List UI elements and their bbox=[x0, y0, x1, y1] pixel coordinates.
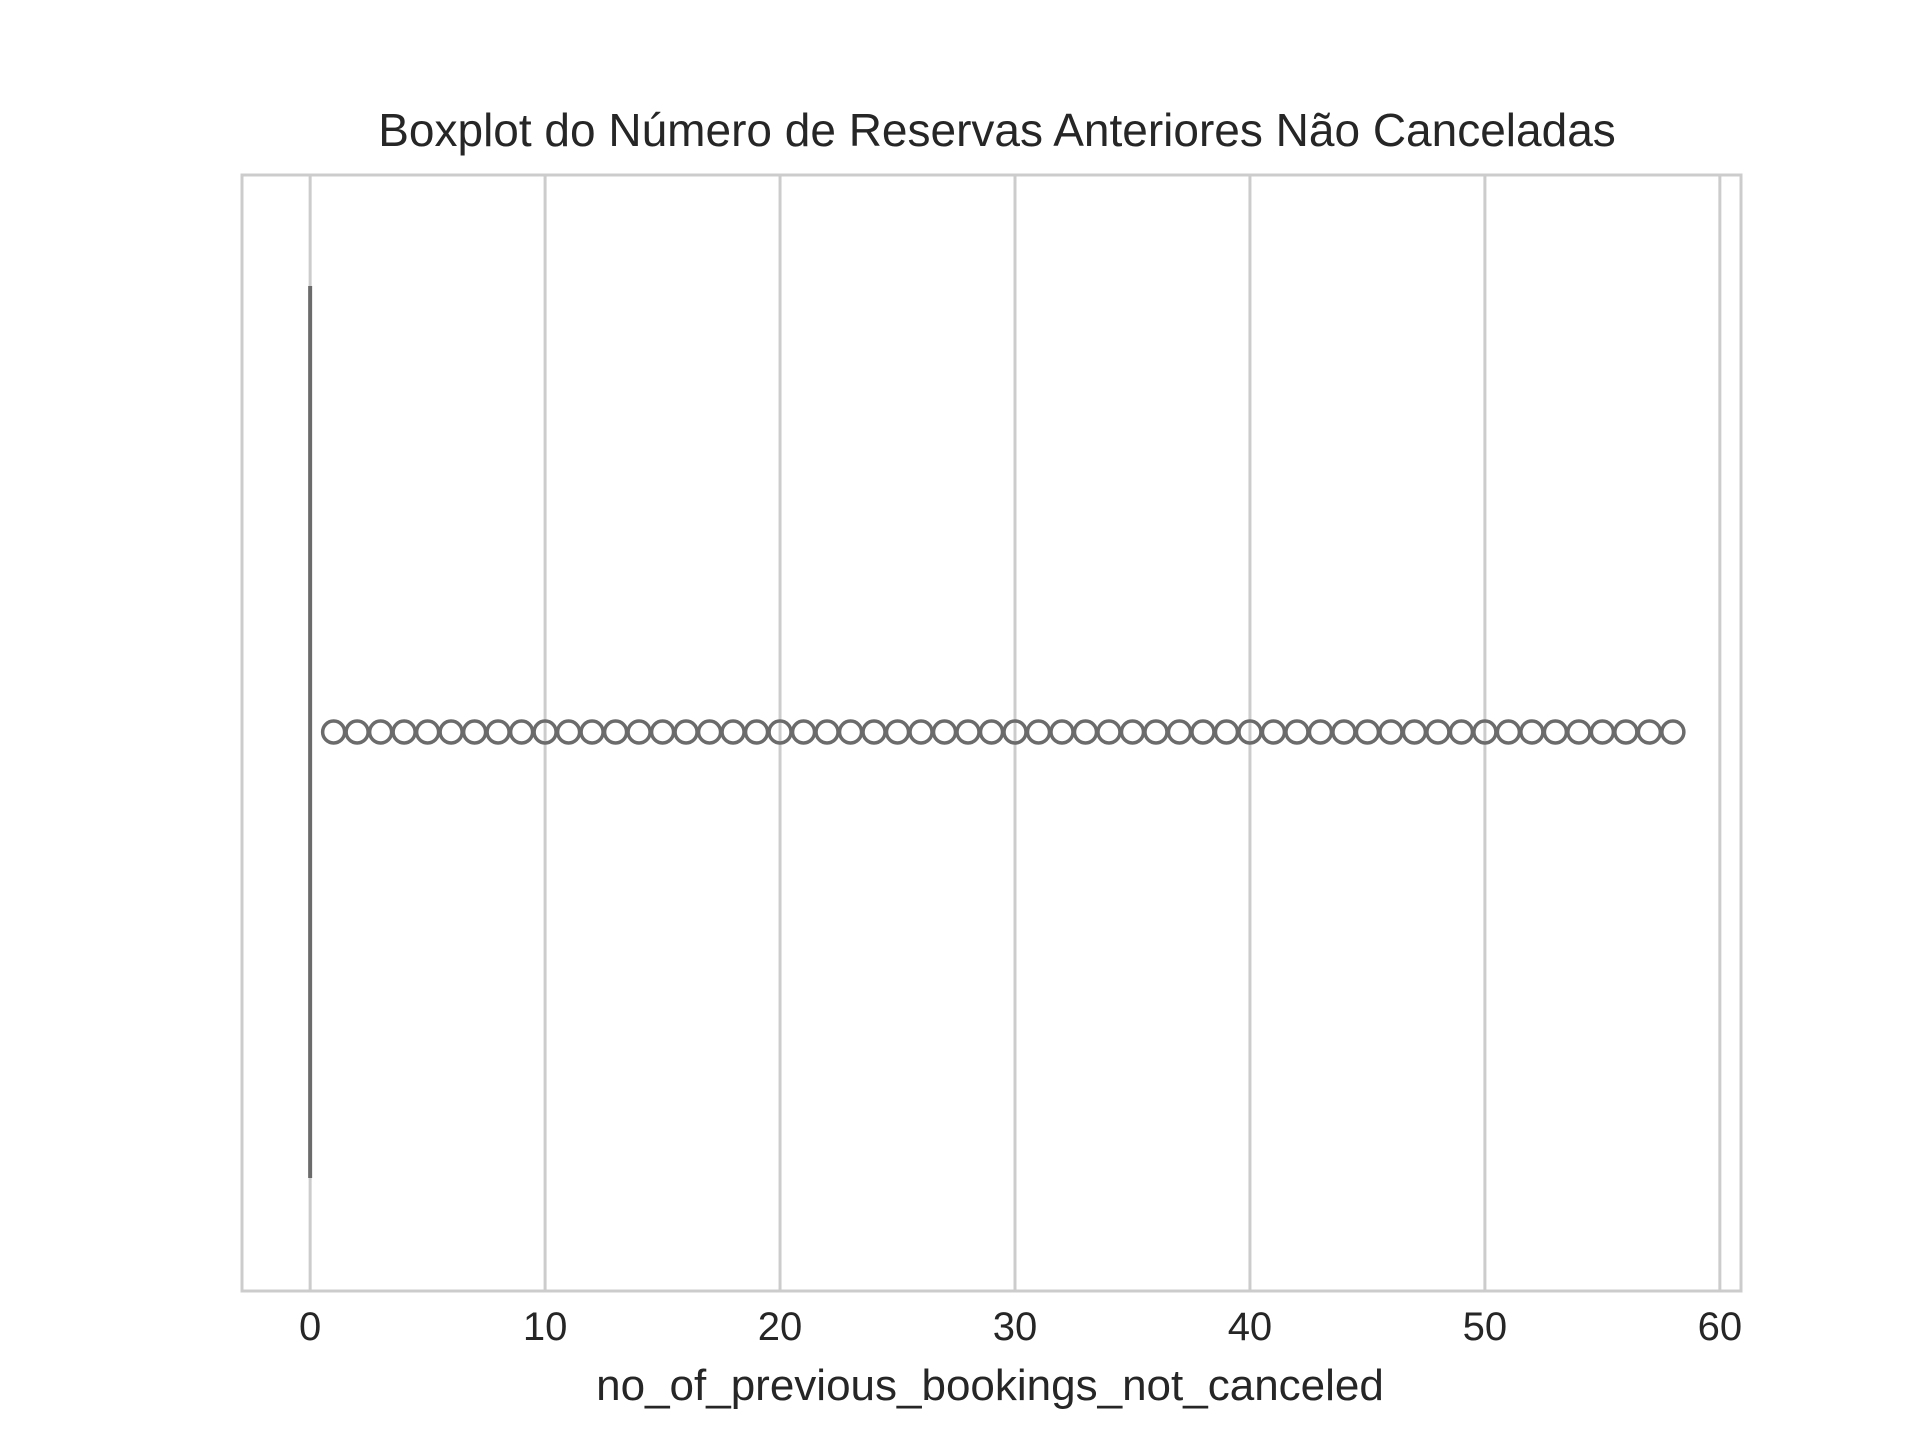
outlier-point bbox=[1119, 719, 1146, 745]
outlier-point bbox=[1166, 719, 1193, 745]
outlier-point bbox=[391, 719, 417, 745]
outlier-point bbox=[1025, 719, 1052, 745]
outlier-point bbox=[1378, 719, 1404, 745]
outlier-point bbox=[367, 719, 394, 745]
outlier-point bbox=[978, 719, 1005, 745]
outlier-point bbox=[508, 719, 535, 745]
outlier-point bbox=[626, 719, 652, 745]
outlier-point bbox=[1143, 719, 1169, 745]
outlier-point bbox=[1260, 719, 1287, 745]
outlier-point bbox=[1519, 719, 1545, 745]
x-tick-label: 20 bbox=[758, 1305, 803, 1349]
outlier-point bbox=[814, 719, 840, 745]
outlier-point bbox=[1425, 719, 1451, 745]
outlier-point bbox=[1660, 719, 1686, 745]
x-tick-label: 60 bbox=[1698, 1305, 1743, 1349]
outlier-point bbox=[1636, 719, 1663, 745]
outlier-point bbox=[1589, 719, 1616, 745]
outlier-point bbox=[1213, 719, 1240, 745]
outlier-point bbox=[743, 719, 770, 745]
outlier-point bbox=[1542, 719, 1569, 745]
outlier-point bbox=[696, 719, 723, 745]
outlier-point bbox=[579, 719, 605, 745]
x-tick-label: 40 bbox=[1228, 1305, 1273, 1349]
outlier-point bbox=[438, 719, 464, 745]
x-tick-label: 30 bbox=[993, 1305, 1038, 1349]
outlier-point bbox=[908, 719, 934, 745]
x-axis-label: no_of_previous_bookings_not_canceled bbox=[596, 1361, 1384, 1410]
x-tick-label: 10 bbox=[523, 1305, 568, 1349]
chart-title: Boxplot do Número de Reservas Anteriores… bbox=[378, 104, 1616, 156]
outlier-point bbox=[1049, 719, 1075, 745]
plot-area-frame bbox=[240, 173, 1743, 1293]
outlier-point bbox=[1331, 719, 1357, 745]
outlier-point bbox=[955, 719, 981, 745]
outlier-point bbox=[861, 719, 887, 745]
x-tick-label: 0 bbox=[299, 1305, 321, 1349]
outlier-point bbox=[344, 719, 370, 745]
outlier-point bbox=[1190, 719, 1216, 745]
x-tick-label: 50 bbox=[1463, 1305, 1508, 1349]
outlier-point bbox=[837, 719, 864, 745]
outlier-points bbox=[320, 719, 1686, 745]
outlier-point bbox=[1613, 719, 1639, 745]
outlier-point bbox=[720, 719, 746, 745]
grid-lines bbox=[308, 175, 1722, 1291]
outlier-point bbox=[673, 719, 699, 745]
outlier-point bbox=[931, 719, 958, 745]
outlier-point bbox=[884, 719, 911, 745]
outlier-point bbox=[1448, 719, 1475, 745]
outlier-point bbox=[320, 719, 347, 745]
outlier-point bbox=[602, 719, 629, 745]
outlier-point bbox=[1284, 719, 1310, 745]
outlier-point bbox=[461, 719, 488, 745]
outlier-point bbox=[1495, 719, 1522, 745]
outlier-point bbox=[414, 719, 441, 745]
outlier-point bbox=[485, 719, 511, 745]
outlier-point bbox=[1096, 719, 1122, 745]
x-tick-labels: 0 10 20 30 40 50 60 bbox=[299, 1305, 1742, 1349]
outlier-point bbox=[555, 719, 582, 745]
outlier-point bbox=[1072, 719, 1099, 745]
outlier-point bbox=[1401, 719, 1428, 745]
outlier-point bbox=[790, 719, 817, 745]
outlier-point bbox=[1566, 719, 1592, 745]
outlier-point bbox=[1307, 719, 1334, 745]
outlier-point bbox=[1354, 719, 1381, 745]
outlier-point bbox=[649, 719, 676, 745]
